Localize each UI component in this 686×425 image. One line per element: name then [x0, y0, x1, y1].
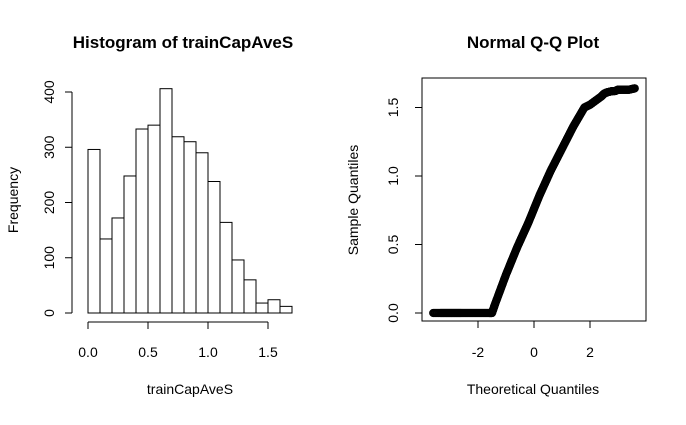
histogram-bar: [111, 217, 125, 314]
qq-point-band: [597, 89, 608, 101]
histogram-x-axis: 0.0 0.5 1.0 1.5: [78, 321, 278, 360]
qq-x-tick-label: 2: [586, 344, 594, 360]
histogram-bar: [243, 279, 257, 314]
histogram-y-tick-label: 400: [41, 80, 57, 104]
qq-y-tick-label: 1.5: [385, 98, 401, 118]
histogram-y-label: Frequency: [5, 167, 21, 233]
histogram-bar: [207, 181, 221, 314]
qq-y-axis: 0.0 0.5 1.0 1.5: [385, 98, 423, 323]
histogram-y-axis: 0 100 200 300 400: [41, 80, 73, 317]
qq-x-tick-label: 0: [530, 344, 538, 360]
histogram-bar: [171, 136, 185, 314]
histogram-x-tick-label: 0.0: [78, 344, 98, 360]
qq-x-axis: -2 0 2: [472, 320, 594, 360]
histogram-bar: [267, 299, 281, 314]
histogram-bar: [99, 238, 113, 314]
histogram-y-tick-label: 0: [41, 309, 57, 317]
histogram-x-tick-label: 1.0: [198, 344, 218, 360]
histogram-x-tick-label: 0.5: [138, 344, 158, 360]
histogram-y-tick-label: 200: [41, 191, 57, 215]
histogram-bar: [87, 148, 101, 314]
qq-y-tick-label: 1.0: [385, 166, 401, 186]
histogram-bar: [159, 88, 173, 314]
histogram-x-tick-label: 1.5: [258, 344, 278, 360]
qq-x-label: Theoretical Quantiles: [467, 381, 599, 397]
qq-y-label: Sample Quantiles: [345, 145, 361, 256]
histogram-bar: [123, 175, 137, 314]
qq-plot-title: Normal Q-Q Plot: [467, 33, 600, 52]
histogram-bar: [219, 221, 233, 314]
histogram-title: Histogram of trainCapAveS: [73, 33, 293, 52]
histogram-y-tick-label: 300: [41, 135, 57, 159]
qq-y-tick-label: 0.0: [385, 303, 401, 323]
histogram-bar: [279, 305, 293, 314]
qq-plot-panel: Normal Q-Q Plot -2 0 2 0.0 0.5 1.0 1.5 Theore…: [345, 33, 647, 397]
qq-x-tick-label: -2: [472, 344, 485, 360]
histogram-y-tick-label: 100: [41, 246, 57, 270]
histogram-bar: [195, 152, 209, 314]
histogram-bar: [255, 302, 269, 314]
histogram-bar: [135, 128, 149, 314]
histogram-bar: [231, 259, 245, 314]
histogram-bar: [183, 141, 197, 314]
qq-point: [630, 84, 639, 93]
histogram-panel: Histogram of trainCapAveS 0.0 0.5 1.0 1.5 0…: [5, 33, 293, 397]
histogram-x-label: trainCapAveS: [147, 381, 233, 397]
histogram-bar: [147, 124, 161, 314]
qq-y-tick-label: 0.5: [385, 235, 401, 255]
